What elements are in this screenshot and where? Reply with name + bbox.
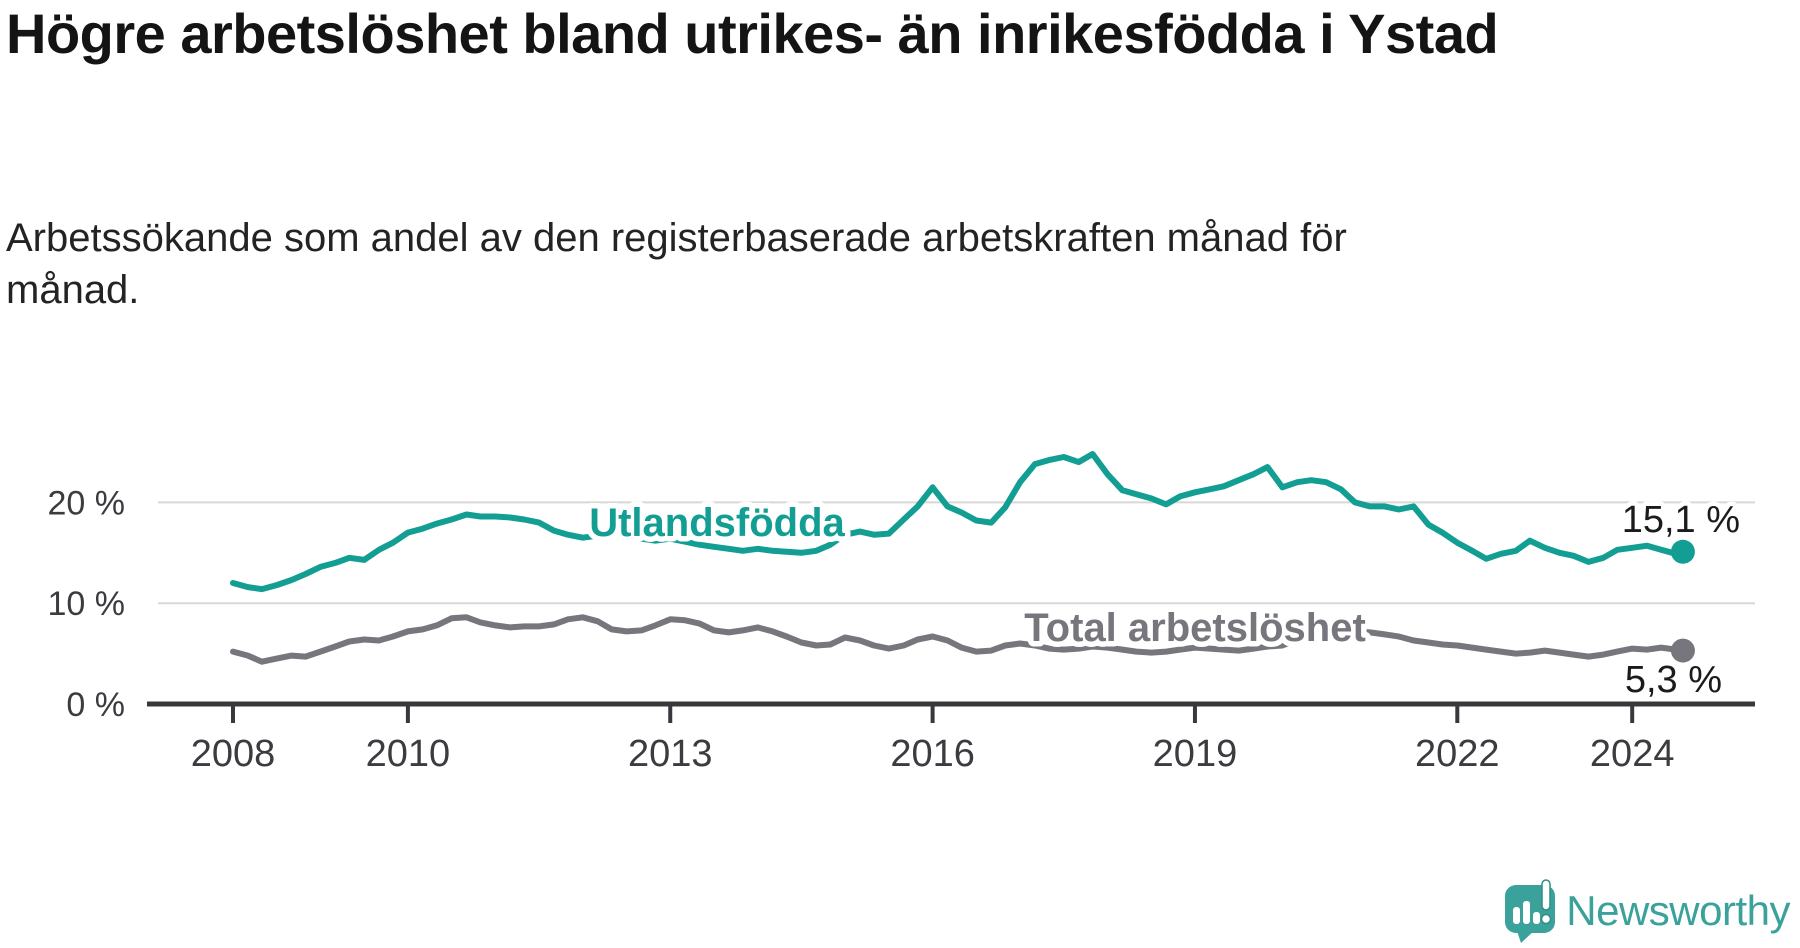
end-dot-utlandsfodda [1670,539,1695,564]
series-label-total: Total arbetslöshet [1024,606,1366,650]
series-label-utlandsfodda: Utlandsfödda [589,501,845,545]
x-tick-label-2022: 2022 [1415,733,1500,775]
end-value-label-utlandsfodda: 15,1 % [1622,499,1740,541]
x-tick-label-2024: 2024 [1590,733,1675,775]
chart-subtitle: Arbetssökande som andel av den registerb… [6,216,1347,312]
newsworthy-logo: Newsworthy [1504,878,1790,944]
newsworthy-logo-icon [1505,879,1556,943]
x-tick-label-2016: 2016 [890,733,975,775]
x-tick-label-2010: 2010 [366,733,451,775]
newsworthy-logo-text: Newsworthy [1566,887,1790,934]
y-tick-label-0: 0 % [66,686,125,724]
chart-header: Högre arbetslöshet bland utrikes- än inr… [6,0,1566,312]
chart-title: Högre arbetslöshet bland utrikes- än inr… [6,2,1499,65]
series-line-total [230,614,1686,665]
end-value-label-total: 5,3 % [1625,659,1722,701]
y-tick-label-20: 20 % [48,484,126,522]
x-tick-label-2013: 2013 [628,733,713,775]
end-dot-total [1670,638,1695,663]
y-tick-label-10: 10 % [48,585,126,623]
x-tick-label-2019: 2019 [1153,733,1238,775]
x-tick-label-2008: 2008 [191,733,276,775]
series-line-utlandsfodda [230,451,1686,593]
